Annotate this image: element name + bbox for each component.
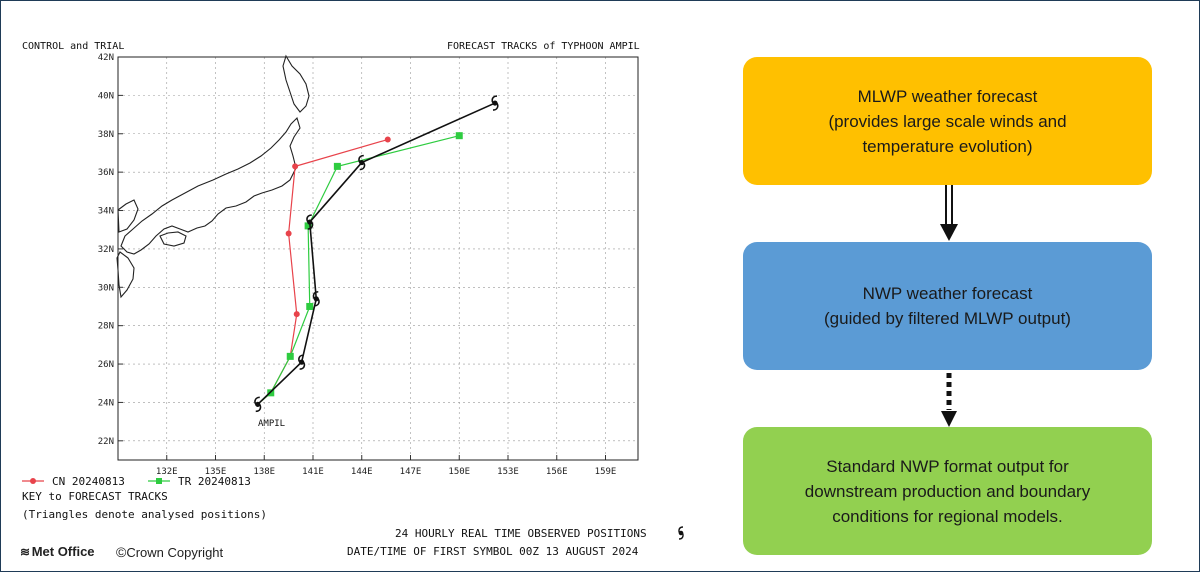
forecast-tracks (254, 95, 499, 413)
track-map: 42N 40N 38N 36N 34N 32N 30N 28N 26N 24N 22N 132E 135… (22, 53, 684, 540)
axis-labels: 42N 40N 38N 36N 34N 32N 30N 28N 26N 24N 22N 132E 135… (98, 53, 617, 477)
met-office-swirl-icon: ≋ (20, 545, 30, 559)
korea-coast (117, 199, 139, 233)
typhoon-symbol-icon (491, 95, 499, 111)
lon-tick-label: 150E (448, 467, 470, 477)
japan-shikoku-coast (159, 231, 187, 247)
japan-kyushu-coast (116, 251, 135, 299)
typhoon-symbol-icon (358, 154, 366, 171)
axis-ticks (118, 56, 606, 460)
lat-tick-label: 38N (98, 130, 114, 140)
lon-tick-label: 138E (253, 467, 275, 477)
legend-tr-marker (156, 478, 162, 484)
legend-cn-marker (30, 478, 36, 484)
first-symbol-note: DATE/TIME OF FIRST SYMBOL 00Z 13 AUGUST … (347, 545, 639, 558)
tr-track-point (333, 162, 341, 170)
cn-track-point (285, 230, 292, 237)
flow-box-nwp-text: NWP weather forecast (guided by filtered… (824, 284, 1071, 328)
tr-track-point (455, 132, 463, 140)
japan-honshu-coast (120, 116, 301, 255)
japan-hokkaido-coast (282, 54, 310, 113)
copyright-icon: © (116, 544, 127, 560)
key-title: KEY to FORECAST TRACKS (22, 490, 168, 503)
map-gridlines (118, 57, 638, 460)
cn-track-line (257, 138, 388, 405)
lon-tick-label: 156E (546, 467, 568, 477)
tr-track-point (286, 352, 294, 360)
observed-track-line (257, 102, 496, 405)
flow-box-output: Standard NWP format output for downstrea… (743, 427, 1152, 555)
cn-track-point (384, 136, 391, 143)
flow-box-mlwp: MLWP weather forecast (provides large sc… (743, 57, 1152, 185)
cn-track-point (293, 311, 300, 318)
typhoon-symbol-icon (312, 290, 320, 307)
lat-tick-label: 26N (98, 360, 114, 370)
typhoon-symbol-icon (678, 526, 684, 540)
double-arrow-mlwp-to-nwp (940, 185, 958, 241)
lon-tick-label: 144E (351, 467, 373, 477)
coastline (116, 54, 310, 299)
observed-positions-note: 24 HOURLY REAL TIME OBSERVED POSITIONS (395, 527, 647, 540)
flow-arrows (940, 185, 958, 427)
lat-tick-label: 42N (98, 53, 114, 63)
map-border (117, 56, 639, 461)
met-office-logo: ≋ Met Office (20, 544, 95, 559)
storm-name-label: AMPIL (258, 419, 285, 429)
lat-tick-label: 24N (98, 398, 114, 408)
lat-tick-label: 30N (98, 283, 114, 293)
flow-box-output-text: Standard NWP format output for downstrea… (804, 456, 1091, 526)
copyright-text: ©Crown Copyright (116, 544, 224, 560)
lat-tick-label: 34N (98, 207, 114, 217)
tr-track-point (304, 222, 312, 230)
flow-box-mlwp-text: MLWP weather forecast (provides large sc… (828, 86, 1067, 156)
typhoon-symbol-icon (298, 354, 306, 370)
lon-tick-label: 135E (205, 467, 227, 477)
map-header-left: CONTROL and TRIAL (22, 41, 125, 52)
lat-tick-label: 32N (98, 245, 114, 255)
dotted-arrow-nwp-to-output (941, 373, 957, 427)
lon-tick-label: 132E (156, 467, 178, 477)
lat-tick-label: 28N (98, 322, 114, 332)
key-note: (Triangles denote analysed positions) (22, 508, 268, 521)
lat-tick-label: 40N (98, 91, 114, 101)
map-header-right: FORECAST TRACKS of TYPHOON AMPIL (447, 41, 640, 52)
lon-tick-label: 153E (497, 467, 519, 477)
legend-tr-label: TR 20240813 (178, 475, 251, 488)
typhoon-symbol-icon (306, 214, 314, 230)
lon-tick-label: 147E (400, 467, 422, 477)
typhoon-symbol-icon (254, 396, 262, 413)
flow-box-nwp: NWP weather forecast (guided by filtered… (743, 242, 1152, 370)
lon-tick-label: 159E (595, 467, 617, 477)
cn-track-point (292, 163, 299, 170)
tr-track-point (306, 302, 314, 310)
legend-cn-label: CN 20240813 (52, 475, 125, 488)
lat-tick-label: 22N (98, 437, 114, 447)
lon-tick-label: 141E (302, 467, 324, 477)
met-office-brand-text: Met Office (31, 544, 95, 559)
lat-tick-label: 36N (98, 168, 114, 178)
